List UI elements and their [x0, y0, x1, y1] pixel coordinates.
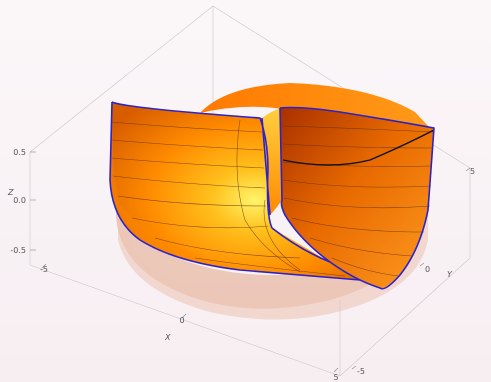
z-tick-1: 0.0 — [13, 196, 26, 205]
x-tick-2: 5 — [333, 373, 338, 382]
z-tick-2: -0.5 — [10, 246, 26, 255]
x-tick-0: -5 — [40, 265, 48, 274]
surface-left-rim — [110, 102, 240, 270]
surface-back-wall — [262, 108, 282, 215]
y-axis: 5 0 -5 Y — [351, 167, 475, 376]
surface-inner-sector — [110, 102, 360, 280]
x-axis: -5 0 5 X — [40, 263, 339, 382]
x-tick-1: 0 — [179, 316, 184, 325]
z-tick-0: 0.5 — [13, 148, 26, 157]
y-tick-2: -5 — [357, 367, 365, 376]
x-axis-label: X — [164, 333, 171, 342]
bounding-box-front — [29, 257, 471, 377]
surface-right-sector — [280, 107, 434, 289]
z-axis-label: Z — [7, 188, 14, 197]
z-axis: 0.5 0.0 -0.5 Z — [7, 148, 36, 255]
mesh-left — [111, 119, 346, 277]
y-tick-1: 0 — [425, 265, 430, 274]
y-axis-label: Y — [447, 270, 453, 279]
base-shadow-lower — [118, 190, 428, 320]
level-curve — [282, 129, 435, 166]
mesh-right — [281, 125, 435, 277]
y-tick-0: 5 — [470, 167, 475, 176]
surface-boundary — [109, 101, 435, 290]
